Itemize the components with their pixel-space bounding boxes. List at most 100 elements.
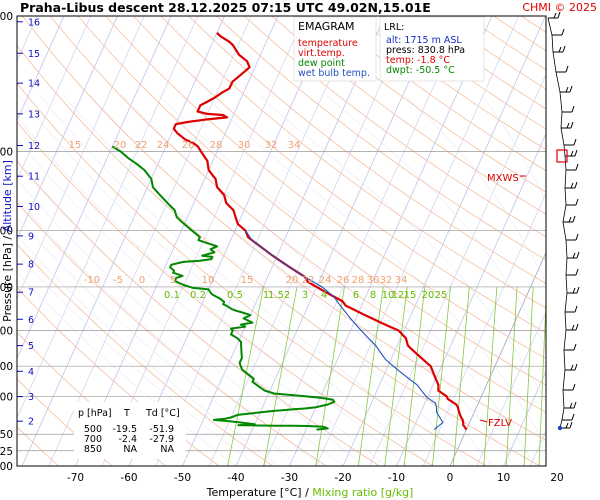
isotherm-line xyxy=(503,370,546,466)
theta-label: 15 xyxy=(241,275,254,286)
dry-adiabat-line xyxy=(133,16,546,334)
table-header-p: p [hPa] xyxy=(78,408,112,419)
isotherm-line xyxy=(396,132,546,466)
y-tick-label: 200 xyxy=(0,146,13,158)
mixing-ratio-label: 1 xyxy=(263,290,269,301)
lrl-alt: alt: 1715 m ASL xyxy=(386,35,462,46)
moist-adiabat-line xyxy=(544,95,546,100)
mixing-ratio-label: 3 xyxy=(302,290,308,301)
x-tick-label: 10 xyxy=(497,472,510,484)
table-cell: -27.9 xyxy=(149,434,174,445)
x-tick-label: 20 xyxy=(550,472,563,484)
y-tick-label: 850 xyxy=(0,429,13,441)
lrl-press: press: 830.8 hPa xyxy=(386,45,465,56)
mixing-ratio-label: 12 xyxy=(392,290,405,301)
y-tick-label: 300 xyxy=(0,226,13,238)
moist-adiabat-line xyxy=(17,235,280,466)
table-header-td: Td [°C] xyxy=(145,408,180,419)
isotherm-line xyxy=(21,16,225,466)
isotherm-line xyxy=(369,73,546,466)
theta-label: 24 xyxy=(157,140,170,151)
altitude-tick-label: 6 xyxy=(28,315,34,326)
theta-label: 28 xyxy=(352,275,365,286)
isotherm-line xyxy=(75,16,279,466)
plot-frame xyxy=(16,15,547,467)
lrl-box: LRL: alt: 1715 m ASL press: 830.8 hPa te… xyxy=(379,16,485,82)
moist-adiabat-line xyxy=(17,179,344,466)
wind-barb-feather xyxy=(575,198,579,206)
y-tick-label: 925 xyxy=(0,446,13,458)
altitude-tick-label: 16 xyxy=(28,17,40,28)
wind-barb-feather xyxy=(573,343,577,351)
wind-barb-feather xyxy=(553,12,557,19)
moist-adiabat-line xyxy=(62,94,472,466)
moist-adiabat-line xyxy=(89,94,494,466)
table-cell: -2.4 xyxy=(118,434,137,445)
x-tick-label: -50 xyxy=(174,472,191,484)
theta-label: -10 xyxy=(84,275,100,286)
wind-barb-feather xyxy=(570,364,574,371)
dry-adiabat-line xyxy=(549,16,600,466)
moist-adiabat-line xyxy=(17,116,408,466)
dry-adiabat-line xyxy=(243,16,546,238)
mixing-ratio-label: 20 xyxy=(422,290,435,301)
wind-barb-feather xyxy=(565,86,569,93)
lrl-title: LRL: xyxy=(384,22,404,33)
altitude-tick-label: 8 xyxy=(28,260,34,271)
wind-barb-feather xyxy=(570,150,574,157)
moist-adiabat-line xyxy=(158,94,536,466)
y-tick-label: 400 xyxy=(0,282,13,294)
theta-label: -5 xyxy=(113,275,123,286)
dry-adiabat-line xyxy=(188,16,546,285)
wind-barb-feather xyxy=(566,122,570,129)
mixing-ratio-line xyxy=(523,286,534,466)
diagram-labels: 15 20 22 24 26 28 30 32 34-10 -5 0 5 10 15 20 22 24 26 28 3… xyxy=(69,140,448,301)
altitude-tick-label: 2 xyxy=(28,417,34,428)
theta-label: 5 xyxy=(170,275,176,286)
wind-barb-feather xyxy=(557,11,561,19)
isotherm-line xyxy=(422,192,546,466)
altitude-tick-label: 7 xyxy=(28,288,34,299)
theta-label: 34 xyxy=(395,275,408,286)
dry-adiabat-line xyxy=(49,16,546,413)
dry-adiabat-line xyxy=(577,16,600,466)
isotherm-line xyxy=(17,16,65,122)
moist-adiabat-line xyxy=(325,94,546,350)
theta-label: 32 xyxy=(380,275,393,286)
dry-adiabat-line xyxy=(216,16,546,261)
theta-label: 26 xyxy=(182,140,195,151)
wind-barb-feather xyxy=(569,85,573,93)
wind-barb-feather xyxy=(572,287,576,294)
mixing-ratio-label: 0.1 xyxy=(164,290,180,301)
mixing-ratio-line xyxy=(315,286,345,466)
surface-wind-marker xyxy=(557,425,563,431)
legend-item-wet-bulb: wet bulb temp. xyxy=(298,68,370,79)
mixing-ratio-line xyxy=(403,286,426,466)
series-dew-point-line xyxy=(111,145,336,431)
x-tick-label: -70 xyxy=(67,472,84,484)
wind-barb-feather xyxy=(576,286,580,294)
wind-barb-feather xyxy=(574,363,578,371)
theta-label: 0 xyxy=(139,275,145,286)
y-tick-label: 600 xyxy=(0,361,13,373)
max-wind-barb-highlight xyxy=(556,149,568,163)
altitude-tick-label: 11 xyxy=(28,172,40,183)
isotherm-line xyxy=(128,16,332,466)
wind-barb-feather xyxy=(575,233,579,241)
x-tick-label: -20 xyxy=(334,472,351,484)
dry-adiabat-line xyxy=(160,16,546,309)
copyright-label: CHMI © 2025 xyxy=(522,1,597,14)
theta-label: 20 xyxy=(114,140,127,151)
mxws-marker-label: MXWS xyxy=(487,173,519,184)
wind-barb-feather xyxy=(575,163,579,171)
mixing-ratio-line xyxy=(558,287,564,466)
theta-label: 30 xyxy=(367,275,380,286)
mixing-ratio-line xyxy=(357,286,384,466)
wind-barb-feather xyxy=(569,421,573,429)
mixing-ratio-line xyxy=(538,290,546,466)
wind-barb-feather xyxy=(573,401,577,409)
y-tick-label: 700 xyxy=(0,391,13,403)
isotherm-line xyxy=(235,16,439,466)
altitude-tick-label: 14 xyxy=(28,79,40,90)
